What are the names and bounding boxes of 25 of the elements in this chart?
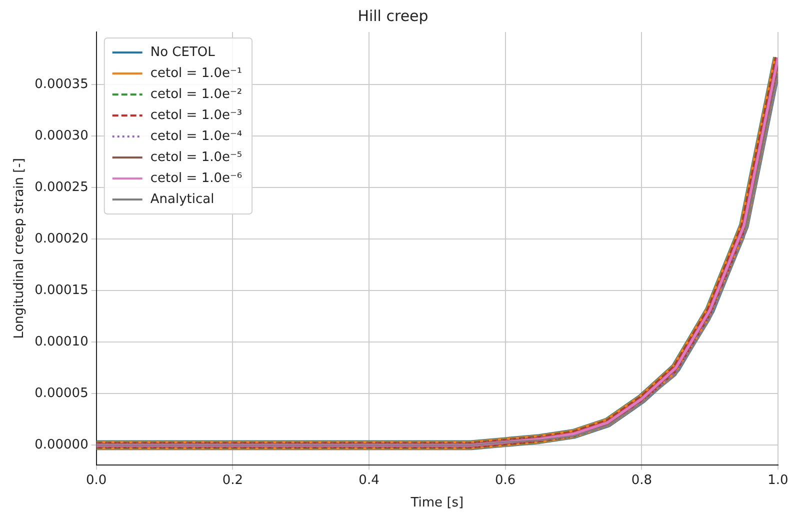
legend-label: cetol = 1.0e⁻⁶ [150,170,242,186]
legend-label: cetol = 1.0e⁻¹ [150,66,242,81]
x-tick-label: 0.2 [222,472,244,488]
y-tick-label: 0.00010 [34,334,88,350]
x-tick-label: 0.4 [358,472,380,488]
y-tick-label: 0.00025 [34,180,88,195]
y-axis-title: Longitudinal creep strain [-] [12,158,28,339]
legend-label: cetol = 1.0e⁻⁴ [150,128,242,144]
y-tick-label: 0.00005 [34,386,88,402]
legend-label: cetol = 1.0e⁻⁵ [150,150,242,165]
chart-title: Hill creep [358,6,428,25]
legend-label: No CETOL [150,44,216,60]
y-tick-label: 0.00030 [34,128,88,144]
y-tick-label: 0.00020 [34,232,88,246]
x-axis-title: Time [s] [410,496,464,511]
y-tick-label: 0.00035 [34,76,88,92]
x-tick-label: 0.6 [495,472,516,488]
y-tick-label: 0.00000 [34,438,88,453]
x-tick-label: 0.0 [86,472,107,488]
legend-label: Analytical [150,192,214,207]
x-tick-label: 0.8 [631,472,652,488]
legend-label: cetol = 1.0e⁻² [150,86,242,102]
legend-label: cetol = 1.0e⁻³ [150,108,242,123]
y-tick-label: 0.00015 [34,283,88,298]
x-tick-label: 1.0 [768,472,788,488]
